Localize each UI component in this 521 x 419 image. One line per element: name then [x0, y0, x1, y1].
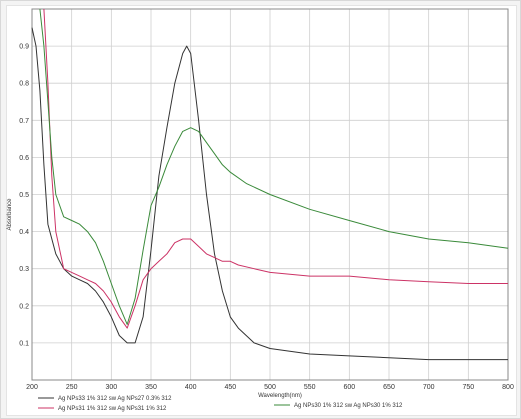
x-tick-label: 450	[224, 384, 236, 391]
y-tick-label: 0.9	[19, 44, 29, 51]
ticks: 200 250 300 350 400 450 500 550 600 650 700 750 800 0…	[19, 44, 514, 391]
series	[31, 8, 509, 361]
y-axis-label: Absorbance	[7, 198, 13, 231]
y-tick-label: 0.8	[19, 81, 29, 88]
x-tick-label: 350	[145, 384, 157, 391]
x-axis-label: Wavelength(nm)	[258, 393, 302, 399]
y-tick-label: 0.7	[19, 118, 29, 125]
x-tick-label: 750	[462, 384, 474, 391]
legend: Ag NPs33 1% 312 sw Ag NPs27 0.3% 312 Ag N…	[38, 396, 403, 412]
y-tick-label: 0.3	[19, 266, 29, 273]
series-line-3	[39, 8, 509, 325]
y-tick-label: 0.1	[19, 340, 29, 347]
x-tick-label: 800	[502, 384, 514, 391]
y-tick-label: 0.2	[19, 303, 29, 310]
series-line-2	[43, 8, 508, 329]
legend-label: Ag NPs33 1% 312 sw Ag NPs27 0.3% 312	[58, 396, 172, 402]
chart-panel	[6, 5, 517, 416]
legend-label: Ag NPs30 1% 312 sw Ag NPs30 1% 312	[294, 403, 403, 409]
x-tick-label: 200	[26, 384, 38, 391]
x-tick-label: 300	[105, 384, 117, 391]
plot-border	[31, 8, 509, 381]
x-tick-label: 250	[66, 384, 78, 391]
x-tick-label: 700	[423, 384, 435, 391]
y-tick-label: 0.4	[19, 229, 29, 236]
x-tick-label: 600	[343, 384, 355, 391]
legend-label: Ag NPs31 1% 312 sw Ag NPs31 1% 312	[58, 406, 167, 412]
x-tick-label: 400	[185, 384, 197, 391]
y-tick-label: 0.6	[19, 155, 29, 162]
series-line-1	[31, 27, 508, 361]
x-tick-label: 550	[304, 384, 316, 391]
grid	[32, 9, 508, 380]
y-tick-label: 0.5	[19, 192, 29, 199]
x-tick-label: 500	[264, 384, 276, 391]
x-tick-label: 650	[383, 384, 395, 391]
